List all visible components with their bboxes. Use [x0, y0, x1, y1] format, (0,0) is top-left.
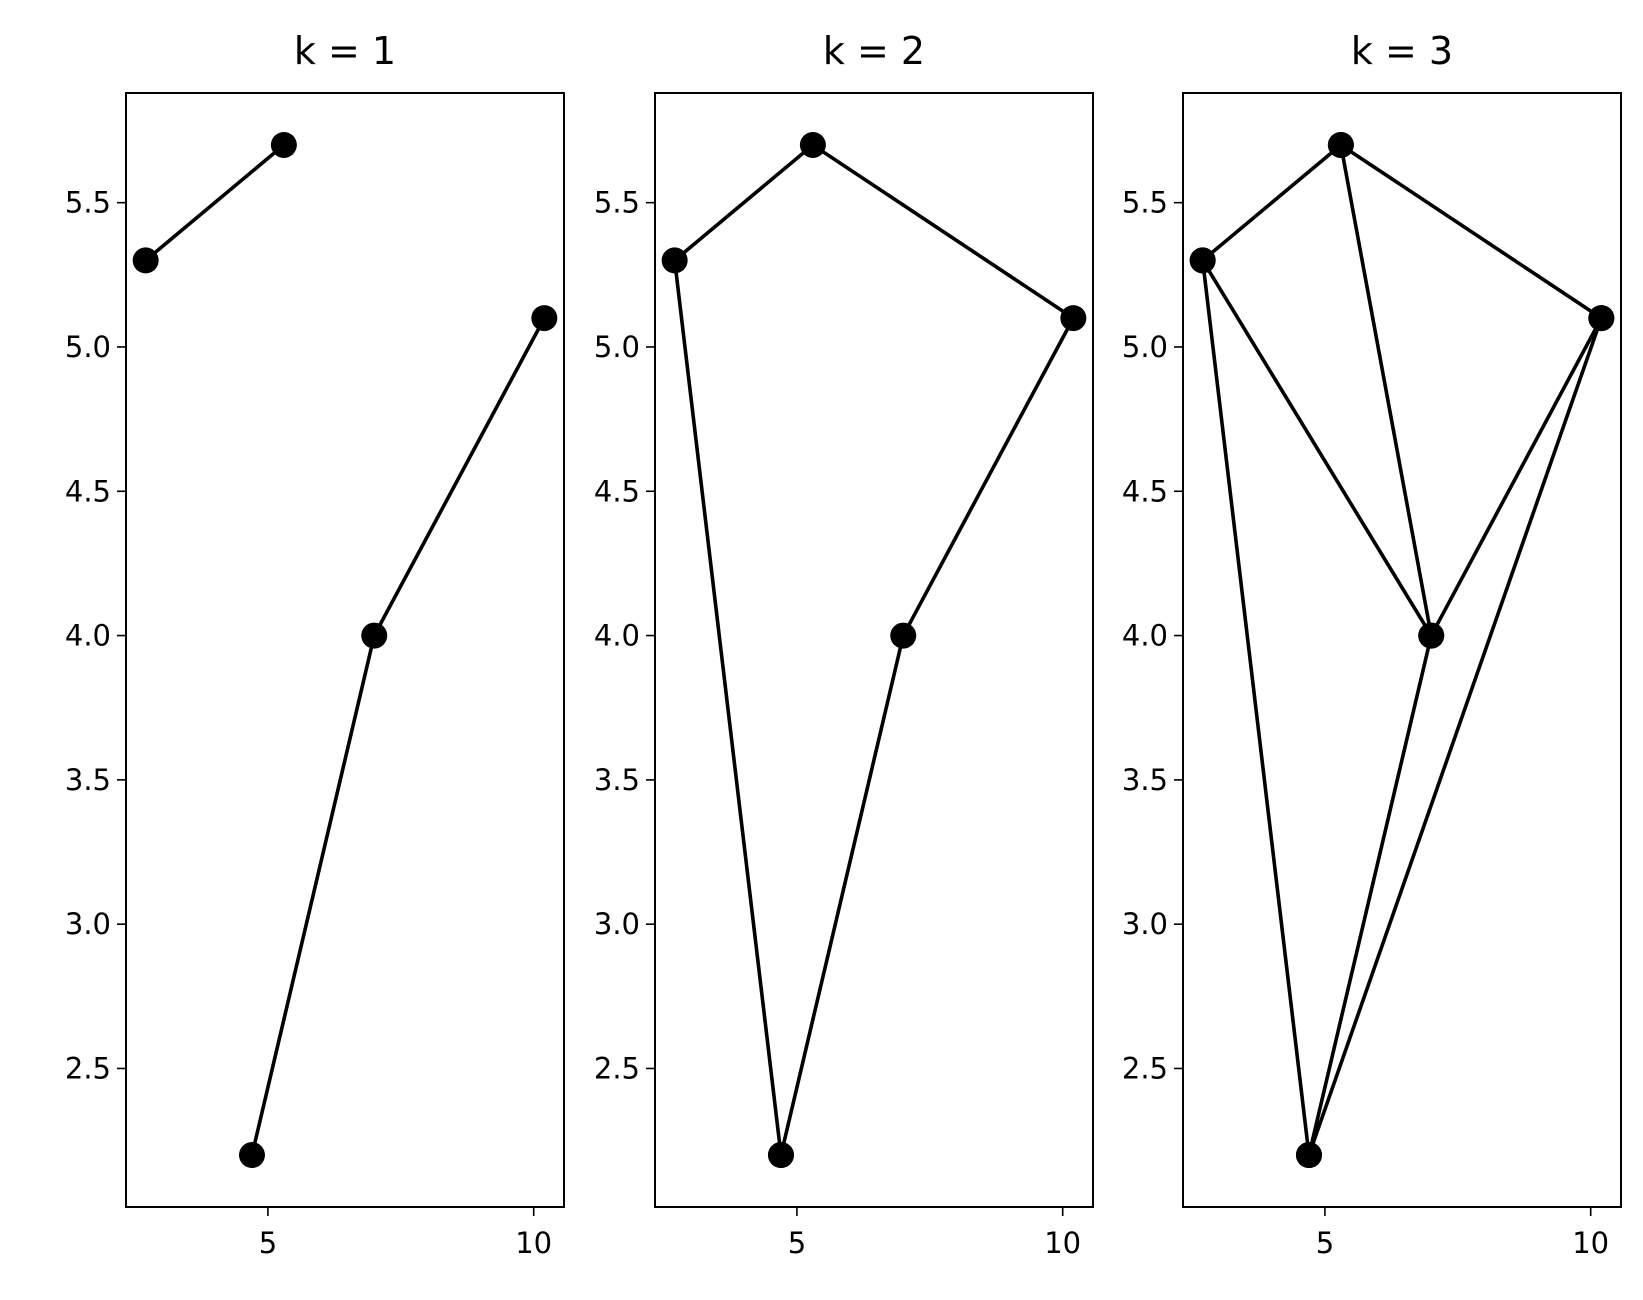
y-tick-label: 4.5 [65, 474, 111, 508]
y-tick-label: 5.0 [65, 330, 111, 364]
x-tick-label: 10 [515, 1226, 552, 1260]
y-tick-label: 4.5 [1122, 474, 1168, 508]
y-tick-label: 5.5 [1122, 186, 1168, 220]
edge-line [1200, 143, 1604, 1156]
subplot-title: k = 1 [294, 29, 396, 73]
y-tick-label: 5.5 [594, 186, 640, 220]
x-tick-label: 10 [1572, 1226, 1609, 1260]
edge-line [1307, 317, 1604, 1156]
x-tick-label: 5 [788, 1226, 806, 1260]
y-tick-label: 3.5 [1122, 763, 1168, 797]
subplot-title: k = 3 [1351, 29, 1453, 73]
subplot-title: k = 2 [823, 29, 925, 73]
y-tick-label: 3.5 [65, 763, 111, 797]
node-marker [1327, 131, 1354, 158]
axes-frame [125, 92, 565, 1208]
node-marker [1189, 247, 1216, 274]
node-marker [1295, 1142, 1322, 1169]
y-tick-label: 2.5 [65, 1051, 111, 1085]
edge-line [250, 317, 546, 1156]
node-marker [767, 1142, 794, 1169]
y-tick-label: 3.0 [594, 907, 640, 941]
y-tick-label: 4.0 [594, 619, 640, 653]
node-marker [1588, 305, 1615, 332]
node-marker [661, 247, 688, 274]
x-tick-label: 5 [259, 1226, 277, 1260]
y-tick-label: 2.5 [1122, 1051, 1168, 1085]
y-tick-label: 4.0 [1122, 619, 1168, 653]
y-tick-label: 5.0 [1122, 330, 1168, 364]
x-tick-label: 5 [1316, 1226, 1334, 1260]
y-tick-label: 5.0 [594, 330, 640, 364]
node-marker [270, 131, 297, 158]
edge-line [672, 143, 1076, 1156]
y-tick-label: 3.5 [594, 763, 640, 797]
y-tick-label: 3.0 [65, 907, 111, 941]
y-tick-label: 2.5 [594, 1051, 640, 1085]
axes-frame [1182, 92, 1622, 1208]
y-tick-label: 4.0 [65, 619, 111, 653]
axes-frame [654, 92, 1094, 1208]
edge-line [144, 143, 286, 262]
node-marker [1060, 305, 1087, 332]
y-tick-label: 3.0 [1122, 907, 1168, 941]
node-marker [1418, 622, 1445, 649]
y-tick-label: 5.5 [65, 186, 111, 220]
node-marker [890, 622, 917, 649]
node-marker [799, 131, 826, 158]
y-tick-label: 4.5 [594, 474, 640, 508]
node-marker [361, 622, 388, 649]
node-marker [132, 247, 159, 274]
node-marker [238, 1142, 265, 1169]
x-tick-label: 10 [1044, 1226, 1081, 1260]
node-marker [531, 305, 558, 332]
